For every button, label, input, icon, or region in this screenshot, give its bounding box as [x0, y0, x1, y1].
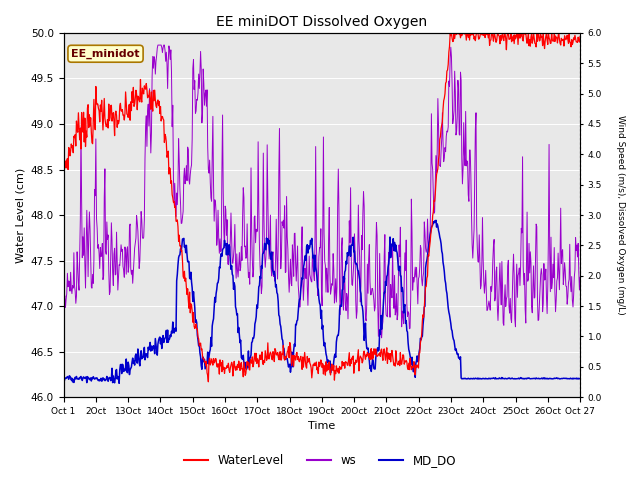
X-axis label: Time: Time [308, 421, 335, 432]
Title: EE miniDOT Dissolved Oxygen: EE miniDOT Dissolved Oxygen [216, 15, 428, 29]
Text: EE_minidot: EE_minidot [71, 48, 140, 59]
Y-axis label: Water Level (cm): Water Level (cm) [15, 168, 25, 263]
Y-axis label: Wind Speed (m/s), Dissolved Oxygen (mg/L): Wind Speed (m/s), Dissolved Oxygen (mg/L… [616, 115, 625, 315]
Legend: WaterLevel, ws, MD_DO: WaterLevel, ws, MD_DO [179, 449, 461, 472]
